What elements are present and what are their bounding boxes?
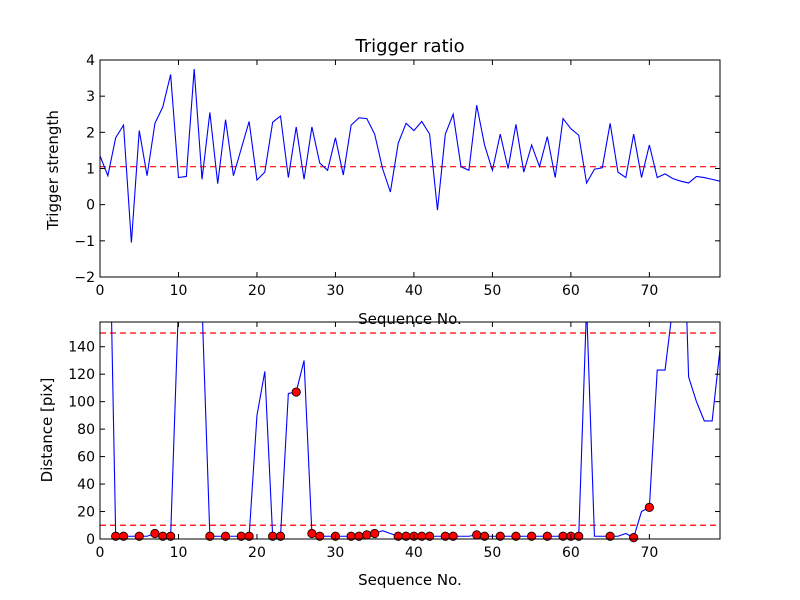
data-point xyxy=(315,531,325,541)
trigger-ratio-panel: Trigger ratio Sequence No. Trigger stren… xyxy=(44,36,721,328)
x-tick-label: 70 xyxy=(640,283,658,299)
y-tick-label: 0 xyxy=(86,198,95,214)
y-tick-label: 80 xyxy=(77,422,95,438)
data-point xyxy=(605,531,615,541)
y-tick-label: 3 xyxy=(86,89,95,105)
data-point xyxy=(244,531,254,541)
x-tick-label: 50 xyxy=(483,283,501,299)
x-tick-label: 20 xyxy=(248,283,266,299)
data-point xyxy=(307,528,317,539)
data-point xyxy=(291,387,301,397)
data-point xyxy=(479,531,490,541)
y-tick-label: −2 xyxy=(74,270,95,286)
data-point xyxy=(220,531,231,541)
data-point xyxy=(134,531,144,541)
y-tick-label: 120 xyxy=(68,367,95,383)
data-point xyxy=(370,528,380,539)
distance-panel: Sequence No. Distance [pix] 0 10 20 30 40 50 6… xyxy=(38,321,721,589)
x-tick-label: 50 xyxy=(483,545,501,561)
data-point xyxy=(542,531,552,541)
series-line xyxy=(100,68,720,243)
x-tick-label: 60 xyxy=(562,545,580,561)
x-tick-label: 60 xyxy=(562,283,580,299)
y-axis-label: Trigger strength xyxy=(44,110,62,231)
y-tick-label: 40 xyxy=(77,477,95,493)
x-tick-label: 10 xyxy=(170,545,188,561)
x-tick-label: 30 xyxy=(327,545,345,561)
y-tick-label: 4 xyxy=(86,53,95,69)
data-point xyxy=(205,531,215,541)
y-tick-label: 0 xyxy=(86,532,95,548)
chart-title: Trigger ratio xyxy=(354,36,464,57)
plot-area xyxy=(100,68,720,243)
x-tick-label: 10 xyxy=(170,283,188,299)
y-tick-label: 20 xyxy=(77,505,95,521)
axes-frame xyxy=(99,321,721,540)
data-point xyxy=(118,531,129,541)
x-tick-label: 0 xyxy=(96,545,105,561)
data-point xyxy=(362,530,372,540)
data-point xyxy=(527,531,537,541)
data-point xyxy=(511,531,521,541)
data-point xyxy=(629,533,639,543)
x-tick-label: 20 xyxy=(248,545,266,561)
x-tick-label: 70 xyxy=(640,545,658,561)
y-tick-label: 140 xyxy=(68,340,95,356)
data-point xyxy=(495,531,505,541)
y-tick-label: 1 xyxy=(86,162,95,178)
x-tick-label: 30 xyxy=(327,283,345,299)
y-tick-label: 2 xyxy=(86,125,95,141)
data-point xyxy=(150,528,160,539)
y-axis-label: Distance [pix] xyxy=(38,378,56,483)
y-tick-label: 100 xyxy=(68,395,95,411)
y-tick-label: −1 xyxy=(74,234,95,250)
data-point xyxy=(574,531,584,541)
data-point xyxy=(644,502,654,513)
data-point xyxy=(166,531,176,541)
data-point xyxy=(425,531,435,541)
x-tick-label: 0 xyxy=(96,283,105,299)
data-point xyxy=(275,531,286,541)
x-tick-label: 40 xyxy=(405,545,423,561)
x-tick-label: 40 xyxy=(405,283,423,299)
data-point xyxy=(448,531,458,541)
x-axis-label: Sequence No. xyxy=(358,571,462,589)
x-axis-label: Sequence No. xyxy=(358,310,462,328)
y-tick-label: 60 xyxy=(77,450,95,466)
data-point xyxy=(472,530,482,540)
